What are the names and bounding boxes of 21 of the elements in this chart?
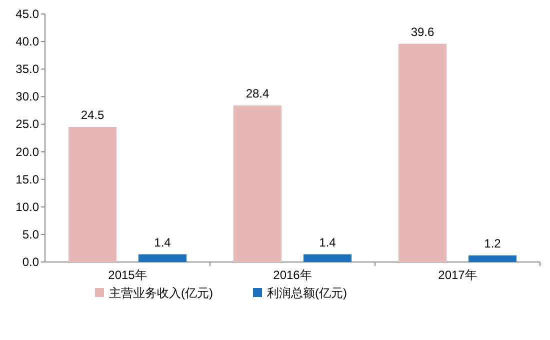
data-label: 28.4: [246, 86, 270, 100]
ytick: 35.0: [16, 62, 39, 76]
data-label: 39.6: [410, 24, 434, 39]
ytick: 10.0: [16, 200, 39, 214]
data-label: 1.2: [484, 236, 501, 250]
ytick: 30.0: [16, 90, 39, 104]
xtick: 2016年: [273, 268, 312, 282]
ytick: 25.0: [16, 117, 39, 132]
ytick: 5.0: [22, 227, 39, 242]
data-label: 24.5: [80, 108, 104, 122]
data-label: 1.4: [154, 235, 171, 250]
data-label: 1.4: [319, 235, 336, 250]
legend-label: 主营业务收入(亿元): [109, 286, 213, 300]
legend-label: 利润总额(亿元): [267, 286, 347, 300]
ytick: 45.0: [16, 7, 39, 21]
xtick: 2015年: [108, 268, 147, 282]
xtick: 2017年: [438, 268, 477, 282]
ytick: 20.0: [16, 144, 39, 159]
ytick: 40.0: [16, 34, 39, 49]
ytick: 15.0: [16, 172, 39, 186]
ytick: 0.0: [22, 255, 39, 269]
